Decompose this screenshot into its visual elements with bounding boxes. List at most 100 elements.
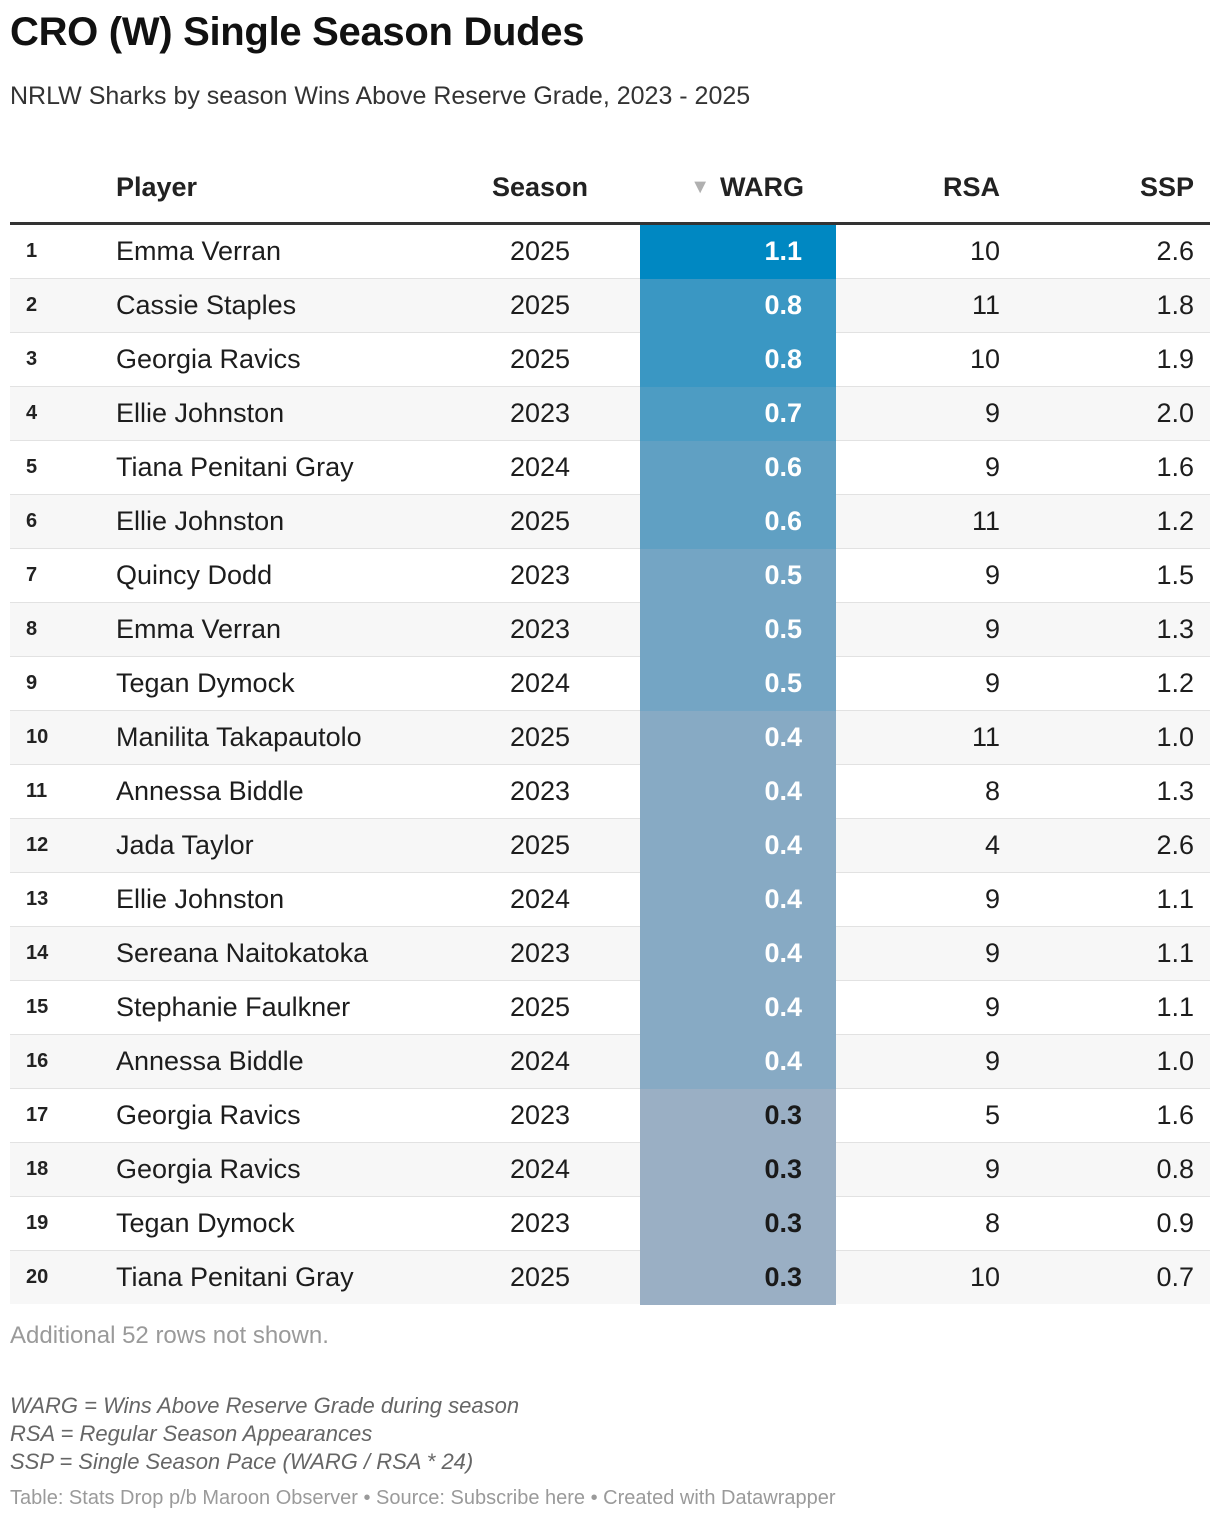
row-player: Tegan Dymock (116, 1208, 295, 1238)
row-rank: 2 (26, 294, 38, 316)
row-warg: 0.4 (640, 981, 836, 1035)
row-ssp: 0.9 (1156, 1208, 1194, 1238)
row-player: Tiana Penitani Gray (116, 1262, 354, 1292)
row-player: Manilita Takapautolo (116, 722, 362, 752)
row-season: 2024 (509, 452, 571, 482)
row-rsa: 9 (984, 614, 1000, 644)
row-ssp: 1.1 (1156, 884, 1194, 914)
rows-not-shown-note: Additional 52 rows not shown. (10, 1322, 329, 1349)
table-row: 8 Emma Verran 2023 0.5 9 1.3 (10, 603, 1210, 657)
row-season: 2024 (509, 884, 571, 914)
row-warg: 0.6 (640, 441, 836, 495)
row-ssp: 1.6 (1156, 1100, 1194, 1130)
row-warg: 0.4 (640, 1035, 836, 1089)
table-row: 13 Ellie Johnston 2024 0.4 9 1.1 (10, 873, 1210, 927)
row-season: 2025 (509, 290, 571, 320)
row-season: 2024 (509, 1046, 571, 1076)
header-warg[interactable]: ▼ WARG (640, 172, 804, 203)
row-season: 2024 (509, 1154, 571, 1184)
row-rsa: 8 (984, 1208, 1000, 1238)
source-line: Table: Stats Drop p/b Maroon Observer • … (10, 1487, 836, 1509)
row-rsa: 9 (984, 1046, 1000, 1076)
row-player: Cassie Staples (116, 290, 297, 320)
row-ssp: 1.3 (1156, 614, 1194, 644)
table-row: 20 Tiana Penitani Gray 2025 0.3 10 0.7 (10, 1251, 1210, 1305)
row-player: Tegan Dymock (116, 668, 295, 698)
row-rsa: 9 (984, 668, 1000, 698)
row-rsa: 9 (984, 938, 1000, 968)
row-season: 2023 (509, 1208, 571, 1238)
row-warg: 0.4 (640, 711, 836, 765)
table-row: 11 Annessa Biddle 2023 0.4 8 1.3 (10, 765, 1210, 819)
note-warg: WARG = Wins Above Reserve Grade during s… (10, 1393, 520, 1418)
row-ssp: 0.8 (1156, 1154, 1194, 1184)
row-player: Ellie Johnston (116, 398, 285, 428)
row-rank: 11 (26, 780, 48, 802)
note-rsa: RSA = Regular Season Appearances (10, 1421, 373, 1446)
row-warg: 0.4 (640, 873, 836, 927)
table-row: 10 Manilita Takapautolo 2025 0.4 11 1.0 (10, 711, 1210, 765)
row-rsa: 5 (984, 1100, 1000, 1130)
row-season: 2024 (509, 668, 571, 698)
row-season: 2023 (509, 938, 571, 968)
table-row: 4 Ellie Johnston 2023 0.7 9 2.0 (10, 387, 1210, 441)
row-ssp: 1.0 (1156, 722, 1194, 752)
header-player[interactable]: Player (116, 172, 198, 202)
row-rank: 4 (26, 402, 38, 424)
row-player: Tiana Penitani Gray (116, 452, 354, 482)
row-warg: 0.5 (640, 549, 836, 603)
row-warg: 0.5 (640, 657, 836, 711)
row-season: 2023 (509, 1100, 571, 1130)
table-row: 18 Georgia Ravics 2024 0.3 9 0.8 (10, 1143, 1210, 1197)
row-season: 2023 (509, 614, 571, 644)
row-player: Georgia Ravics (116, 344, 301, 374)
row-rsa: 10 (969, 236, 1000, 266)
row-rank: 8 (26, 618, 38, 640)
row-season: 2025 (509, 236, 571, 266)
row-ssp: 1.8 (1156, 290, 1194, 320)
row-warg: 0.4 (640, 765, 836, 819)
row-season: 2023 (509, 776, 571, 806)
row-ssp: 1.0 (1156, 1046, 1194, 1076)
row-player: Quincy Dodd (116, 560, 273, 590)
table-row: 7 Quincy Dodd 2023 0.5 9 1.5 (10, 549, 1210, 603)
row-rsa: 9 (984, 1154, 1000, 1184)
row-rsa: 11 (971, 290, 1000, 320)
chart-title: CRO (W) Single Season Dudes (10, 10, 585, 54)
row-warg: 0.3 (640, 1089, 836, 1143)
row-player: Annessa Biddle (116, 1046, 304, 1076)
row-rsa: 8 (984, 776, 1000, 806)
row-season: 2025 (509, 830, 571, 860)
header-ssp[interactable]: SSP (1139, 172, 1194, 202)
row-warg: 0.3 (640, 1197, 836, 1251)
table-row: 15 Stephanie Faulkner 2025 0.4 9 1.1 (10, 981, 1210, 1035)
row-ssp: 1.1 (1156, 992, 1194, 1022)
row-rank: 10 (26, 726, 49, 748)
row-ssp: 2.6 (1156, 830, 1194, 860)
row-warg: 0.7 (640, 387, 836, 441)
table-row: 3 Georgia Ravics 2025 0.8 10 1.9 (10, 333, 1210, 387)
table-row: 19 Tegan Dymock 2023 0.3 8 0.9 (10, 1197, 1210, 1251)
row-ssp: 2.0 (1156, 398, 1194, 428)
row-rank: 1 (26, 240, 38, 262)
row-ssp: 1.2 (1156, 668, 1194, 698)
row-rsa: 11 (971, 722, 1000, 752)
header-rsa[interactable]: RSA (942, 172, 1000, 202)
row-rank: 18 (26, 1158, 49, 1180)
chart-subtitle: NRLW Sharks by season Wins Above Reserve… (10, 82, 751, 110)
table-row: 12 Jada Taylor 2025 0.4 4 2.6 (10, 819, 1210, 873)
header-season[interactable]: Season (491, 172, 589, 202)
header-warg-label: WARG (720, 172, 804, 202)
row-warg: 0.6 (640, 495, 836, 549)
row-warg: 1.1 (640, 225, 836, 279)
row-ssp: 2.6 (1156, 236, 1194, 266)
row-warg: 0.4 (640, 819, 836, 873)
row-warg: 0.5 (640, 603, 836, 657)
table-row: 17 Georgia Ravics 2023 0.3 5 1.6 (10, 1089, 1210, 1143)
row-rsa: 4 (984, 830, 1000, 860)
row-season: 2025 (509, 506, 571, 536)
notes: WARG = Wins Above Reserve Grade during s… (10, 1392, 519, 1476)
row-rsa: 9 (984, 560, 1000, 590)
row-rank: 6 (26, 510, 38, 532)
row-ssp: 0.7 (1156, 1262, 1194, 1292)
